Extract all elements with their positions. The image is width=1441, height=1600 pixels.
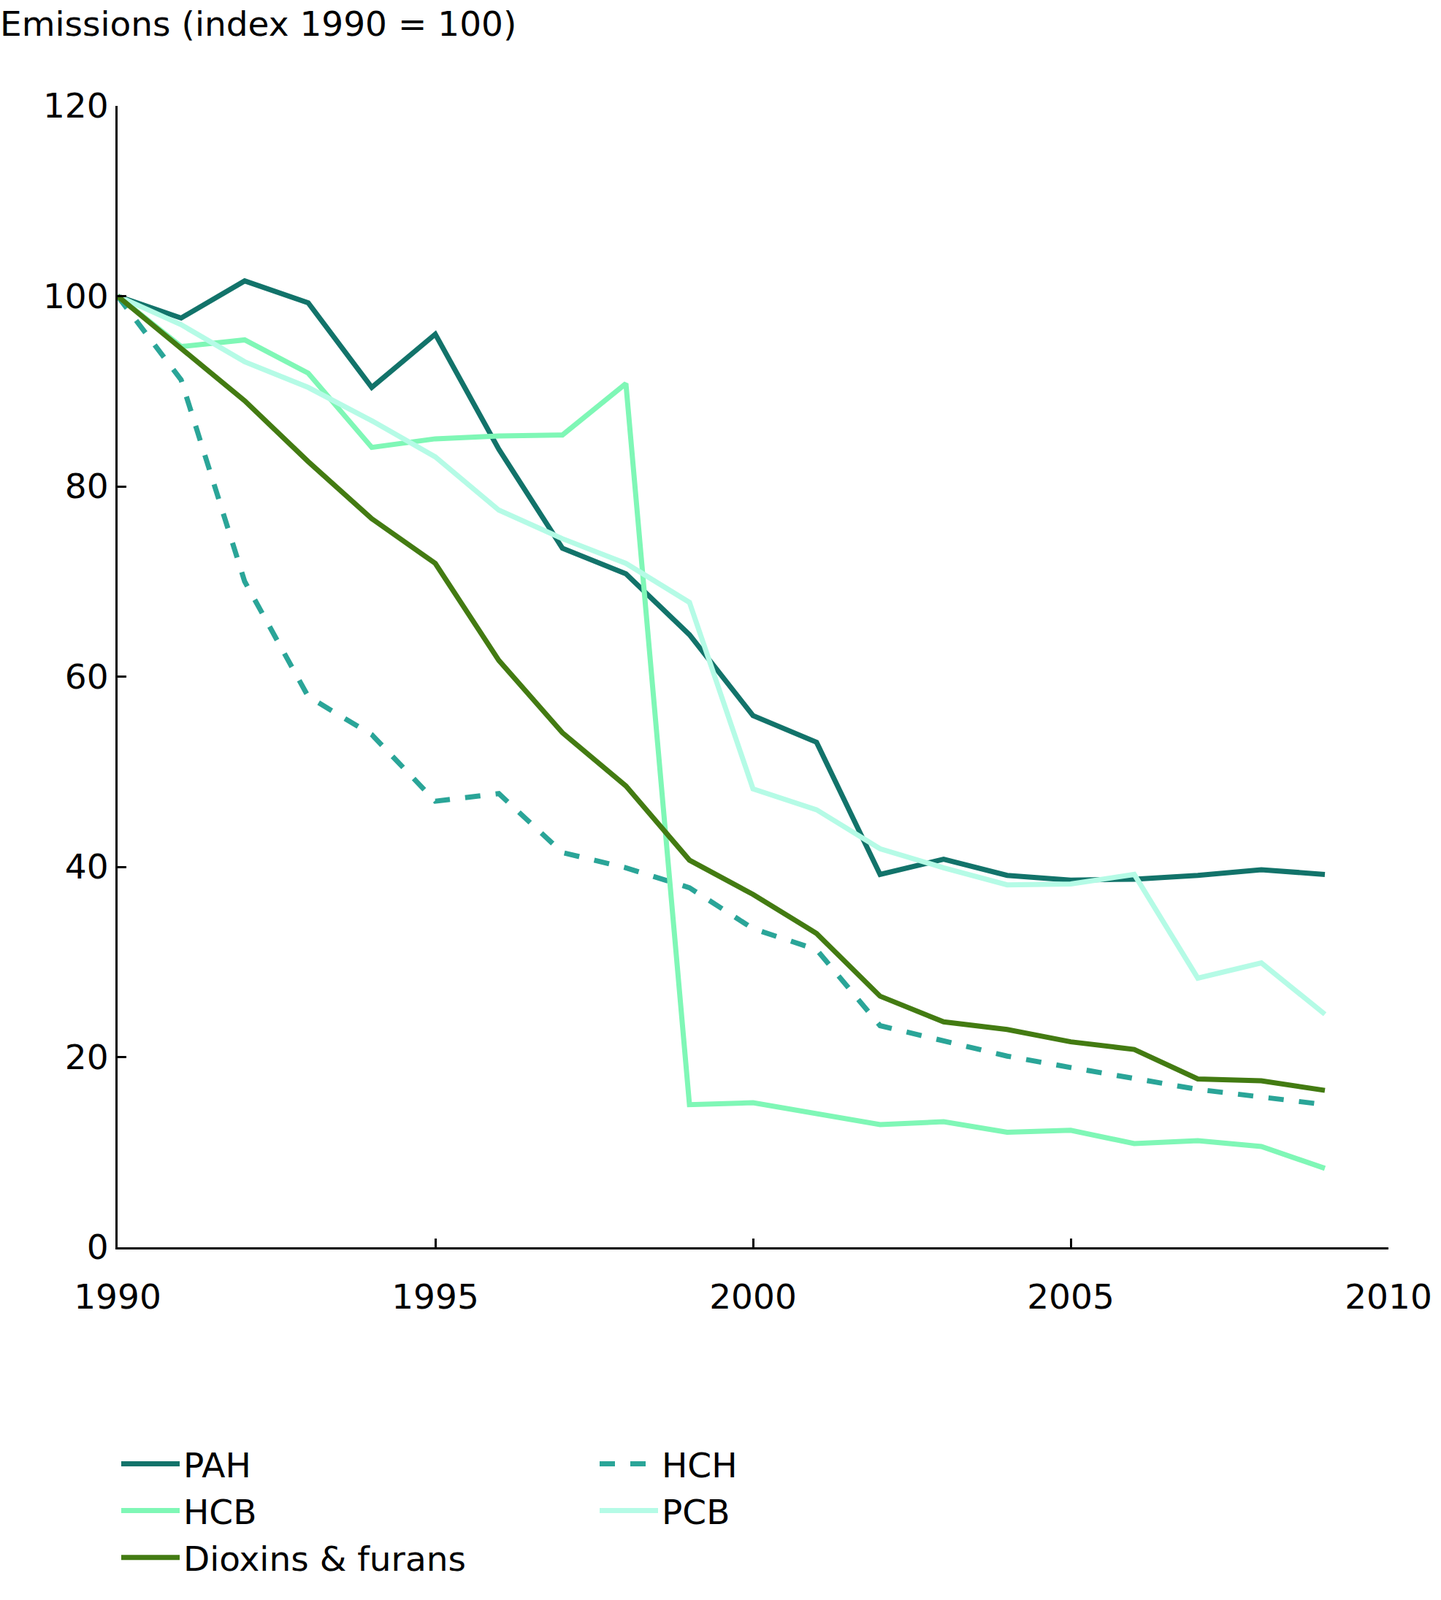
svg-text:HCB: HCB xyxy=(183,1492,257,1533)
svg-text:2000: 2000 xyxy=(709,1276,797,1317)
svg-text:HCH: HCH xyxy=(661,1445,738,1486)
svg-text:80: 80 xyxy=(65,465,109,507)
svg-text:120: 120 xyxy=(43,85,109,126)
svg-text:1990: 1990 xyxy=(73,1276,162,1317)
svg-text:Dioxins & furans: Dioxins & furans xyxy=(183,1538,466,1580)
svg-text:20: 20 xyxy=(65,1037,109,1078)
svg-text:100: 100 xyxy=(43,276,109,317)
svg-text:40: 40 xyxy=(65,846,109,887)
svg-text:2005: 2005 xyxy=(1026,1276,1115,1317)
svg-text:Emissions (index 1990 = 100): Emissions (index 1990 = 100) xyxy=(0,3,517,44)
svg-text:1995: 1995 xyxy=(391,1276,480,1317)
svg-text:0: 0 xyxy=(86,1227,109,1268)
svg-text:PAH: PAH xyxy=(183,1445,252,1486)
svg-text:PCB: PCB xyxy=(661,1492,730,1533)
svg-text:2010: 2010 xyxy=(1344,1276,1433,1317)
svg-text:60: 60 xyxy=(65,656,109,697)
